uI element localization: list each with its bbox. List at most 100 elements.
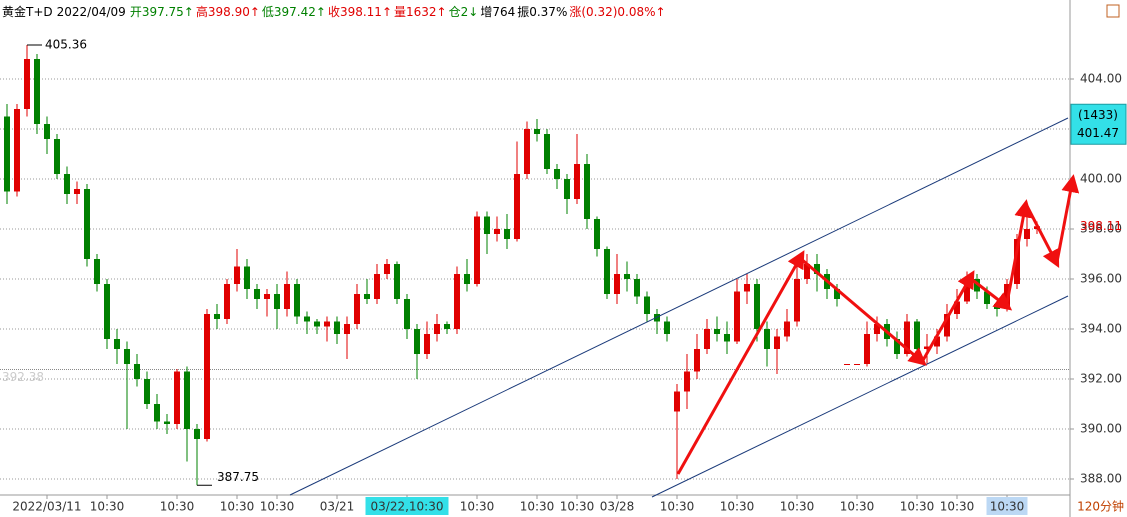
candle-body bbox=[224, 284, 230, 319]
channel-lower bbox=[651, 295, 1069, 498]
candle-body bbox=[1014, 239, 1020, 284]
x-tick-label: 10:30 bbox=[460, 500, 495, 514]
candle-body bbox=[144, 379, 150, 404]
candle-body bbox=[364, 294, 370, 299]
candle-body bbox=[294, 284, 300, 317]
candle-body bbox=[554, 169, 560, 179]
candle-body bbox=[754, 284, 760, 329]
candle-body bbox=[284, 284, 290, 309]
candle-body bbox=[604, 249, 610, 294]
candle-body bbox=[794, 279, 800, 322]
candle-body bbox=[214, 314, 220, 319]
header-field: 2022/04/09 bbox=[57, 5, 126, 19]
candle-body bbox=[504, 229, 510, 239]
candle-body bbox=[714, 329, 720, 334]
x-tick-label: 10:30 bbox=[780, 500, 815, 514]
arrow bbox=[920, 270, 975, 363]
candle-body bbox=[44, 124, 50, 139]
header-field: 涨(0.32)0.08%↑ bbox=[569, 4, 665, 19]
candle-body bbox=[104, 284, 110, 339]
x-tick-label: 10:30 bbox=[90, 500, 125, 514]
candle-body bbox=[404, 299, 410, 329]
candle-body bbox=[264, 294, 270, 299]
candle-body bbox=[94, 259, 100, 284]
x-tick-label: 10:30 bbox=[900, 500, 935, 514]
x-tick-label: 10:30 bbox=[160, 500, 195, 514]
candle-body bbox=[854, 364, 860, 365]
arrow bbox=[969, 276, 1013, 311]
candle-body bbox=[234, 266, 240, 284]
high-label: 405.36 bbox=[45, 38, 87, 52]
x-tick-label: 2022/03/11 bbox=[12, 500, 81, 514]
x-tick-label: 10:30 bbox=[940, 500, 975, 514]
candle-body bbox=[524, 129, 530, 174]
candle-body bbox=[684, 371, 690, 392]
y-tick-label: 404.00 bbox=[1080, 72, 1122, 86]
candle-body bbox=[54, 139, 60, 174]
x-tick-label: 10:30 bbox=[840, 500, 875, 514]
header-field: 振0.37% bbox=[517, 5, 567, 19]
candle-body bbox=[424, 334, 430, 354]
candle-body bbox=[34, 59, 40, 124]
header-field: 量1632↑ bbox=[394, 5, 447, 19]
settings-icon[interactable] bbox=[1106, 4, 1120, 18]
header: 黄金T+D 2022/04/09 开397.75↑ 高398.90↑ 低397.42↑ 收… bbox=[2, 4, 666, 19]
candle-body bbox=[24, 59, 30, 109]
x-tick-highlight bbox=[365, 497, 449, 515]
candle-body bbox=[474, 216, 480, 284]
arrow bbox=[1055, 174, 1080, 263]
cursor-box bbox=[1070, 103, 1127, 145]
candle-body bbox=[624, 274, 630, 279]
candle-body bbox=[84, 189, 90, 259]
candle-body bbox=[664, 321, 670, 334]
candle-body bbox=[764, 329, 770, 349]
candle-body bbox=[74, 189, 80, 194]
candle-body bbox=[644, 296, 650, 314]
candle-body bbox=[734, 291, 740, 342]
candle-body bbox=[864, 334, 870, 364]
candle-body bbox=[454, 274, 460, 329]
last-price: 398.11 bbox=[1080, 219, 1122, 233]
header-field: 开397.75↑ bbox=[130, 5, 194, 19]
x-tick-label: 10:30 bbox=[990, 500, 1025, 514]
candle-body bbox=[614, 274, 620, 294]
x-tick-highlight bbox=[986, 497, 1028, 515]
x-tick-label: 03/22,10:30 bbox=[371, 500, 444, 514]
header-field: 黄金T+D bbox=[2, 4, 53, 19]
candle-body bbox=[204, 314, 210, 439]
candle-body bbox=[494, 229, 500, 234]
candle-body bbox=[324, 321, 330, 327]
candle-body bbox=[914, 321, 920, 349]
plot-layer: 388.00 390.00 392.00 394.00 396.00 398.00 400.… bbox=[0, 38, 1127, 515]
trend-annotations bbox=[289, 117, 1080, 498]
candle-body bbox=[934, 336, 940, 347]
y-tick-label: 396.00 bbox=[1080, 272, 1122, 286]
candle-body bbox=[124, 349, 130, 364]
header-field: 收398.11↑ bbox=[328, 5, 392, 19]
low-label: 387.75 bbox=[217, 470, 259, 484]
candle-body bbox=[694, 349, 700, 372]
candle-body bbox=[984, 291, 990, 304]
candle-body bbox=[194, 429, 200, 439]
candle-body bbox=[564, 179, 570, 199]
candle-body bbox=[394, 264, 400, 299]
candle-body bbox=[904, 321, 910, 354]
candle-body bbox=[444, 324, 450, 329]
y-tick-label: 394.00 bbox=[1080, 322, 1122, 336]
candle-body bbox=[814, 264, 820, 274]
header-field: 高398.90↑ bbox=[196, 4, 260, 19]
candle-body bbox=[594, 219, 600, 249]
arrow bbox=[799, 256, 927, 366]
candle-body bbox=[654, 314, 660, 322]
candle-body bbox=[674, 391, 680, 412]
candle-body bbox=[354, 294, 360, 324]
candle-body bbox=[14, 109, 20, 192]
y-tick-label: 388.00 bbox=[1080, 472, 1122, 486]
candle-body bbox=[304, 316, 310, 322]
cursor-value: 401.47 bbox=[1077, 126, 1119, 140]
candle-body bbox=[434, 324, 440, 334]
header-field: 仓2↓ bbox=[449, 5, 479, 19]
header-field: 低397.42↑ bbox=[262, 5, 326, 19]
